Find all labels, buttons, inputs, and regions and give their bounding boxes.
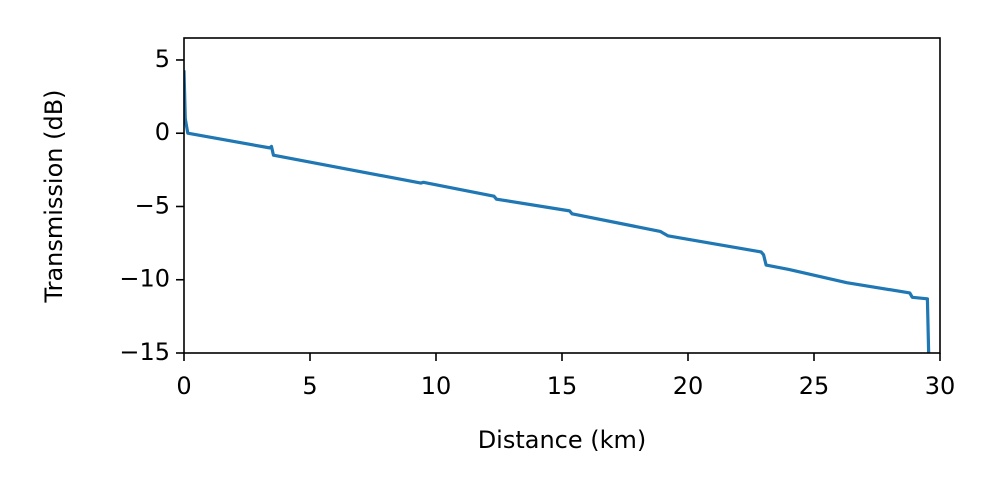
x-tick-label: 0 [176,372,191,400]
y-tick-label: −5 [135,191,170,219]
y-tick-label: 0 [155,118,170,146]
x-tick-label: 5 [302,372,317,400]
x-tick-label: 30 [925,372,956,400]
plot-frame [183,37,941,354]
y-axis-label: Transmission (dB) [40,89,68,303]
x-tick-label: 10 [421,372,452,400]
x-axis-label: Distance (km) [478,426,647,454]
x-tick-label: 15 [547,372,578,400]
line-series [184,70,931,353]
y-tick-label: 5 [155,45,170,73]
y-tick-label: −15 [119,338,170,366]
x-tick-label: 25 [799,372,830,400]
x-tick-label: 20 [673,372,704,400]
y-tick-label: −10 [119,265,170,293]
